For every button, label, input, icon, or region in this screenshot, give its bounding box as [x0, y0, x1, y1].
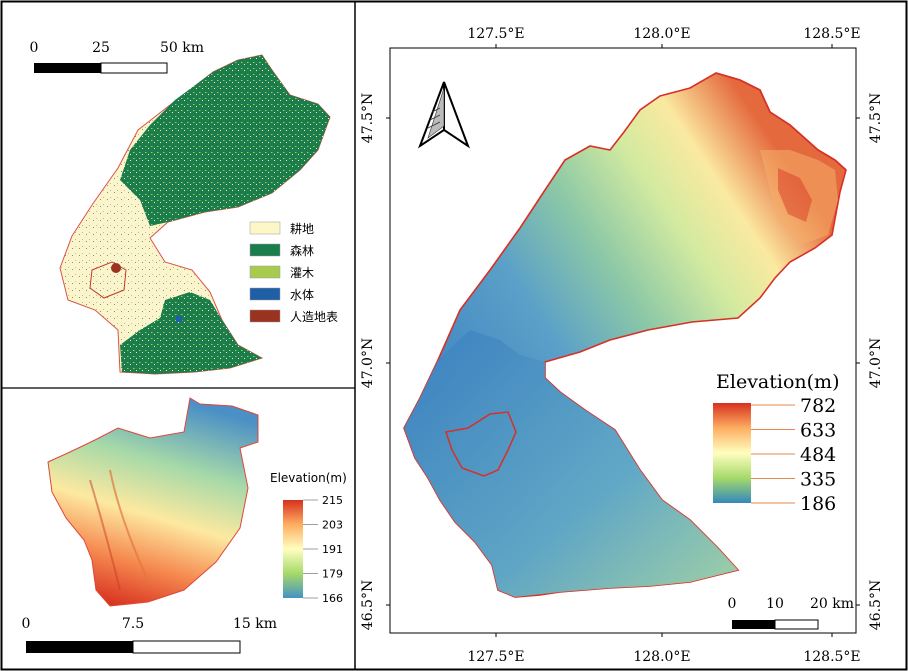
landcover-legend-label: 森林	[290, 243, 314, 258]
small-dem-map	[47, 397, 259, 607]
small-dem-legend-ramp	[283, 500, 303, 598]
landcover-scalebar: 0 25 50 km	[30, 40, 204, 74]
main-dem-legend-tick-label: 186	[800, 493, 836, 515]
main-dem-lowland	[404, 330, 738, 597]
small-dem-valley	[109, 469, 151, 586]
scalebar-label-0: 0	[728, 596, 737, 612]
scalebar-label-25: 25	[92, 40, 110, 56]
scalebar-segment-black	[34, 63, 101, 73]
main-dem-legend-tick-label: 633	[800, 420, 836, 442]
small-dem-region	[47, 397, 259, 607]
main-dem-legend-tick-label: 335	[800, 469, 836, 491]
landcover-legend-swatch	[249, 243, 281, 257]
scalebar-segment-white	[100, 62, 168, 74]
landcover-urban-center	[111, 263, 121, 273]
scalebar-label-50km: 50 km	[160, 40, 204, 56]
main-scalebar: 0 10 20 km	[728, 596, 854, 630]
left-axis-label: 46.5°N	[360, 580, 376, 630]
left-axis-label: 47.0°N	[360, 338, 376, 388]
main-dem-map	[389, 47, 857, 634]
small-dem-legend-tick-label: 179	[322, 568, 343, 581]
right-axis-label: 47.5°N	[868, 93, 884, 143]
right-axis-label: 46.5°N	[868, 580, 884, 630]
landcover-legend-label: 人造地表	[290, 310, 338, 324]
landcover-forest-north	[120, 55, 330, 226]
small-dem-scalebar: 0 7.5 15 km	[22, 616, 277, 654]
small-dem-legend: Elevation(m) 215 203 191 179 166	[270, 471, 347, 605]
landcover-map	[59, 54, 331, 375]
main-dem-legend-tick-label: 782	[800, 395, 836, 417]
landcover-legend-swatch	[249, 309, 281, 323]
landcover-legend-swatch	[249, 287, 281, 301]
small-dem-legend-tick-label: 215	[322, 494, 343, 507]
landcover-legend-swatch	[249, 221, 281, 235]
main-dem-highland	[760, 150, 838, 245]
main-map-frame	[389, 47, 857, 634]
scalebar-segment-white	[774, 619, 819, 630]
main-dem-legend-ramp	[713, 403, 751, 503]
landcover-legend-label: 耕地	[290, 221, 314, 236]
small-dem-legend-title: Elevation(m)	[270, 471, 347, 485]
top-axis-label: 128.5°E	[803, 26, 860, 42]
bottom-axis-label: 128.5°E	[803, 649, 860, 665]
landcover-forest-south	[120, 292, 262, 374]
small-dem-legend-tick-label: 166	[322, 592, 343, 605]
top-axis-label: 128.0°E	[633, 26, 690, 42]
main-dem-boundary-edge	[715, 72, 847, 171]
landcover-water-patch	[176, 316, 182, 322]
north-arrow-icon	[417, 81, 471, 149]
bottom-axis-label: 127.5°E	[467, 649, 524, 665]
scalebar-label-0: 0	[22, 616, 31, 632]
landcover-urban-outline	[89, 261, 127, 299]
top-axis-label: 127.5°E	[467, 26, 524, 42]
scalebar-label-15km: 15 km	[233, 616, 277, 632]
scalebar-label-7-5: 7.5	[122, 616, 144, 632]
scalebar-label-20km: 20 km	[810, 596, 854, 612]
small-dem-legend-tick-label: 191	[322, 543, 343, 556]
small-dem-legend-tick-label: 203	[322, 519, 343, 532]
main-map-graticule-labels: 127.5°E 127.5°E 128.0°E 128.0°E 128.5°E 128.5…	[360, 26, 884, 665]
scalebar-segment-black	[26, 641, 133, 653]
scalebar-label-0: 0	[30, 40, 39, 56]
scalebar-label-10: 10	[766, 596, 784, 612]
small-dem-valley	[89, 479, 121, 591]
landcover-legend-label: 水体	[290, 288, 314, 302]
left-axis-label: 47.5°N	[360, 93, 376, 143]
landcover-legend-swatch	[249, 265, 281, 279]
bottom-axis-label: 128.0°E	[633, 649, 690, 665]
main-dem-peak	[778, 168, 812, 222]
landcover-legend-label: 灌木	[290, 266, 314, 280]
scalebar-segment-white	[132, 640, 241, 654]
main-dem-legend-tick-label: 484	[800, 444, 836, 466]
main-dem-legend-title: Elevation(m)	[716, 371, 839, 393]
main-dem-subregion-outline	[445, 411, 517, 477]
scalebar-segment-black	[732, 620, 775, 629]
right-axis-label: 47.0°N	[868, 338, 884, 388]
